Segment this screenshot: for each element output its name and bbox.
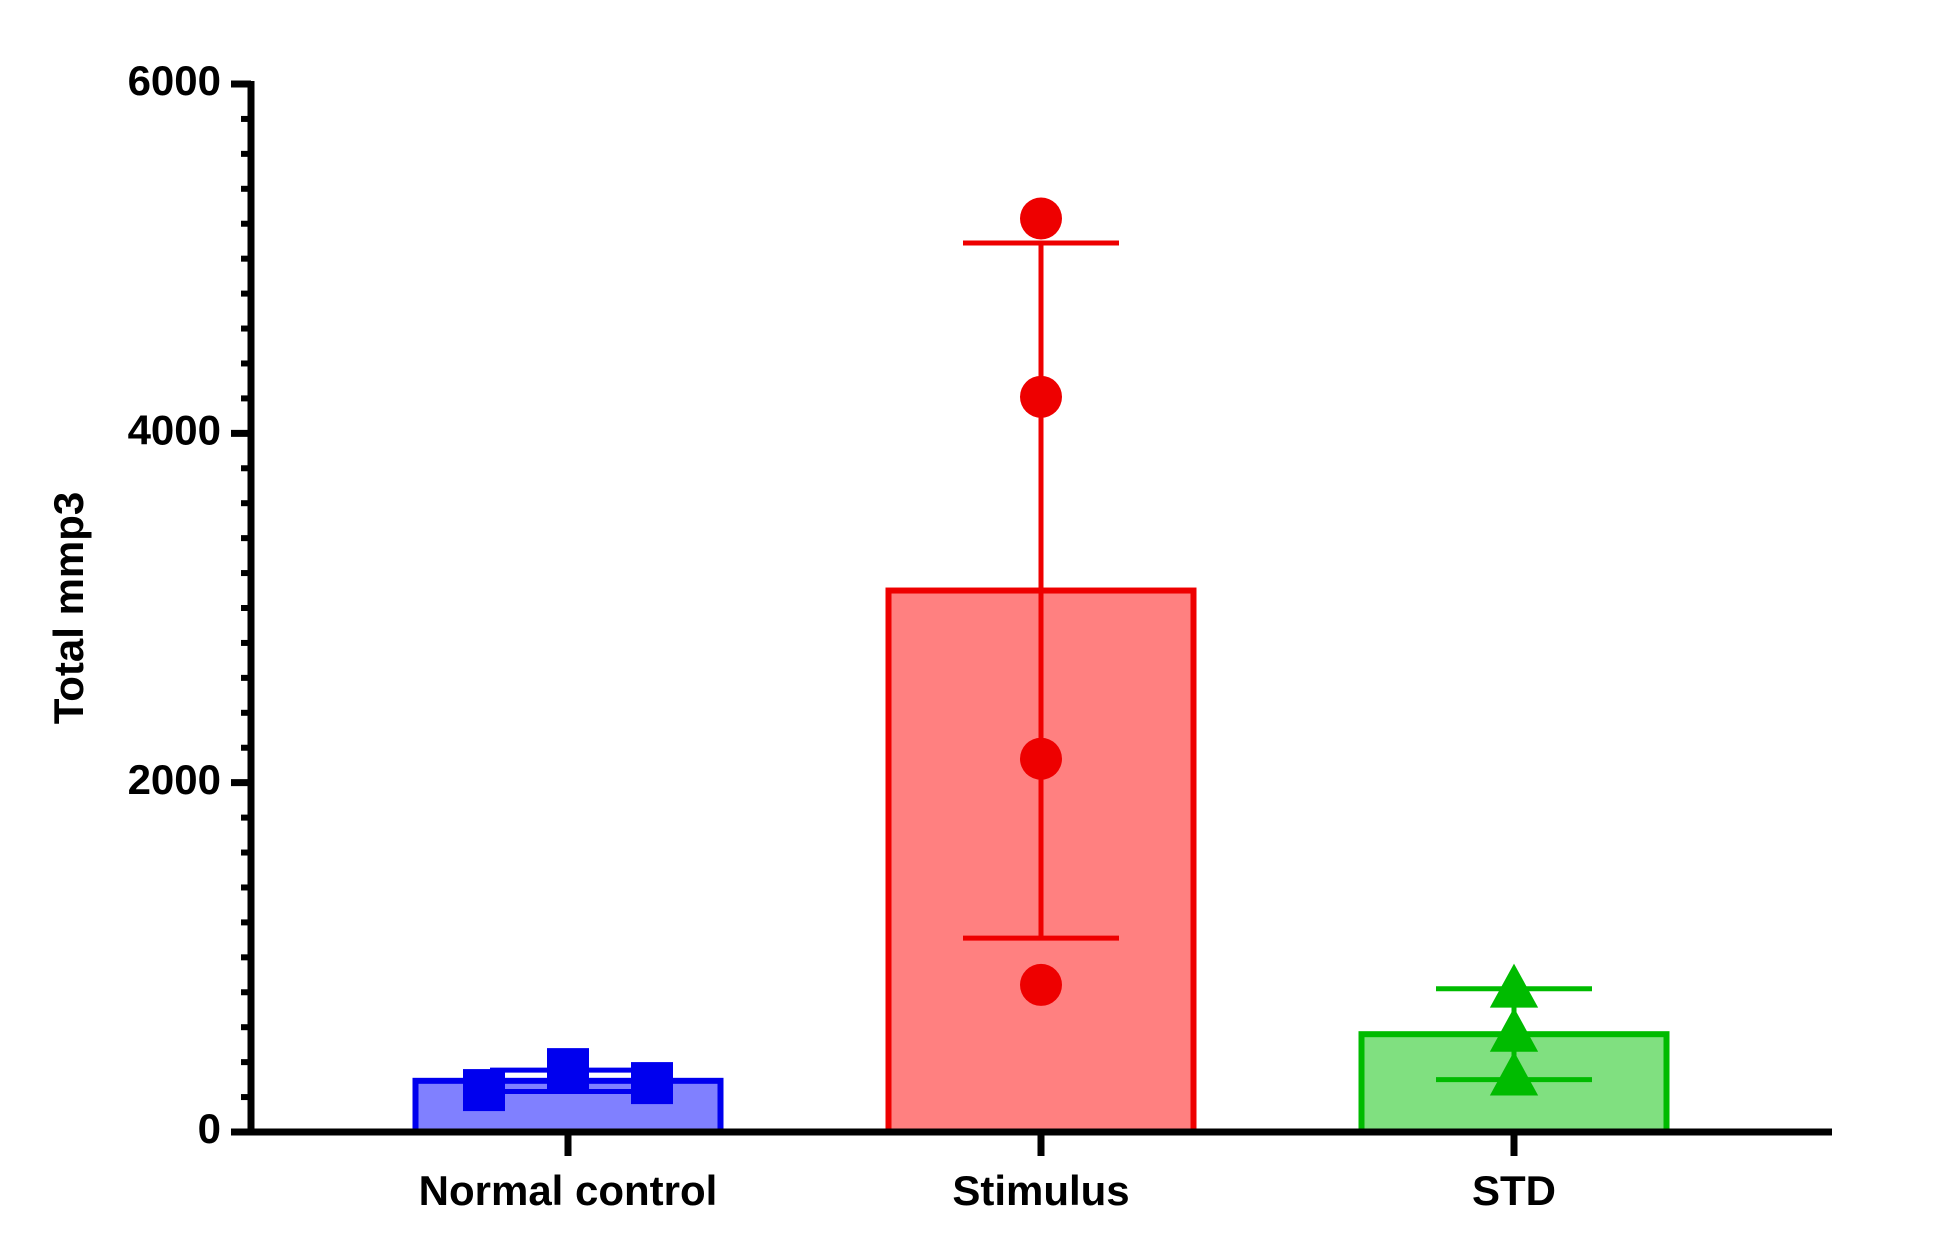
data-point (547, 1048, 589, 1091)
y-axis-label: Total mmp3 (45, 492, 92, 725)
y-tick-label: 6000 (128, 57, 221, 104)
x-tick-label: Normal control (419, 1167, 718, 1214)
data-point (1020, 737, 1062, 780)
y-tick-label: 2000 (128, 756, 221, 803)
x-tick-label: Stimulus (952, 1167, 1129, 1214)
data-point (1020, 197, 1062, 240)
data-point (1489, 1051, 1539, 1096)
x-tick-label: STD (1472, 1167, 1556, 1214)
data-point (1489, 1007, 1539, 1052)
data-point (631, 1062, 673, 1105)
data-point (1020, 963, 1062, 1006)
y-tick-label: 4000 (128, 406, 221, 453)
y-tick-label: 0 (198, 1105, 221, 1152)
data-point (1489, 963, 1539, 1008)
data-point (463, 1069, 505, 1112)
data-point (1020, 375, 1062, 418)
